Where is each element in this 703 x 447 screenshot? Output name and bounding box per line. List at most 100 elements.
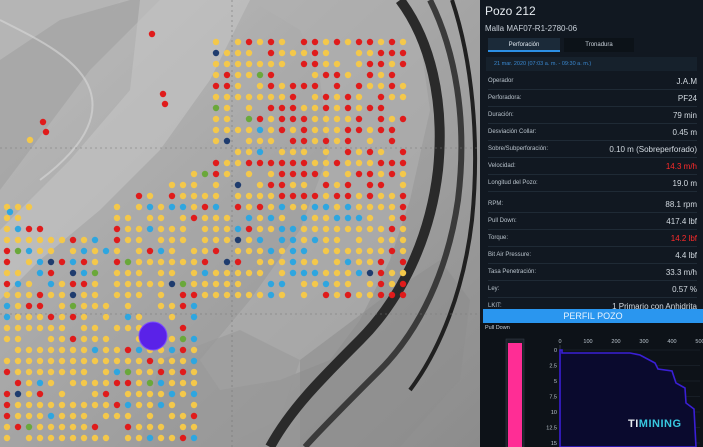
blast-hole[interactable] (311, 192, 319, 200)
blast-hole[interactable] (190, 423, 198, 431)
blast-hole[interactable] (322, 115, 330, 123)
blast-hole[interactable] (267, 181, 275, 189)
blast-hole[interactable] (135, 346, 143, 354)
blast-hole[interactable] (355, 104, 363, 112)
blast-hole[interactable] (366, 148, 374, 156)
blast-hole[interactable] (69, 247, 77, 255)
blast-hole[interactable] (399, 192, 407, 200)
blast-hole[interactable] (80, 401, 88, 409)
blast-hole[interactable] (267, 115, 275, 123)
blast-hole[interactable] (168, 192, 176, 200)
blast-hole[interactable] (278, 38, 286, 46)
blast-hole[interactable] (168, 346, 176, 354)
blast-hole[interactable] (190, 379, 198, 387)
blast-hole[interactable] (300, 269, 308, 277)
blast-hole[interactable] (399, 82, 407, 90)
blast-hole[interactable] (278, 159, 286, 167)
blast-hole[interactable] (256, 93, 264, 101)
blast-hole[interactable] (278, 170, 286, 178)
blast-hole[interactable] (190, 291, 198, 299)
blast-hole[interactable] (223, 93, 231, 101)
blast-hole[interactable] (36, 247, 44, 255)
blast-hole[interactable] (212, 82, 220, 90)
blast-hole[interactable] (344, 291, 352, 299)
blast-hole[interactable] (47, 335, 55, 343)
blast-hole[interactable] (399, 280, 407, 288)
blast-hole[interactable] (234, 225, 242, 233)
blast-hole[interactable] (245, 38, 253, 46)
blast-hole[interactable] (355, 203, 363, 211)
blast-hole[interactable] (201, 170, 209, 178)
blast-hole[interactable] (322, 126, 330, 134)
blast-hole[interactable] (179, 335, 187, 343)
blast-hole[interactable] (190, 170, 198, 178)
blast-hole[interactable] (47, 258, 55, 266)
blast-hole[interactable] (36, 379, 44, 387)
blast-hole[interactable] (157, 291, 165, 299)
blast-hole[interactable] (388, 38, 396, 46)
blast-hole[interactable] (25, 368, 33, 376)
blast-hole[interactable] (388, 93, 396, 101)
blast-hole[interactable] (58, 258, 66, 266)
blast-hole[interactable] (3, 258, 11, 266)
blast-hole[interactable] (212, 49, 220, 57)
blast-hole[interactable] (333, 60, 341, 68)
blast-hole[interactable] (377, 104, 385, 112)
blast-hole[interactable] (146, 203, 154, 211)
blast-hole[interactable] (69, 434, 77, 442)
blast-hole[interactable] (124, 269, 132, 277)
blast-hole[interactable] (58, 291, 66, 299)
blast-hole[interactable] (245, 291, 253, 299)
blast-hole[interactable] (212, 291, 220, 299)
blast-hole[interactable] (245, 247, 253, 255)
blast-hole[interactable] (377, 82, 385, 90)
blast-hole[interactable] (212, 115, 220, 123)
blast-hole[interactable] (366, 137, 374, 145)
blast-hole[interactable] (256, 60, 264, 68)
blast-hole[interactable] (322, 159, 330, 167)
blast-hole[interactable] (113, 324, 121, 332)
blast-hole[interactable] (124, 346, 132, 354)
blast-hole[interactable] (278, 181, 286, 189)
blast-hole[interactable] (344, 126, 352, 134)
blast-hole[interactable] (377, 225, 385, 233)
blast-hole[interactable] (179, 203, 187, 211)
blast-hole[interactable] (344, 203, 352, 211)
blast-hole[interactable] (135, 269, 143, 277)
blast-hole[interactable] (179, 423, 187, 431)
blast-hole[interactable] (157, 269, 165, 277)
blast-hole[interactable] (212, 38, 220, 46)
blast-hole[interactable] (322, 49, 330, 57)
blast-hole[interactable] (3, 247, 11, 255)
blast-hole[interactable] (102, 346, 110, 354)
blast-hole[interactable] (14, 346, 22, 354)
blast-hole[interactable] (113, 214, 121, 222)
blast-hole[interactable] (36, 269, 44, 277)
blast-hole[interactable] (91, 423, 99, 431)
blast-hole[interactable] (14, 291, 22, 299)
blast-hole[interactable] (289, 192, 297, 200)
blast-hole[interactable] (212, 214, 220, 222)
blast-hole[interactable] (113, 379, 121, 387)
blast-hole[interactable] (311, 126, 319, 134)
blast-hole[interactable] (201, 214, 209, 222)
blast-hole[interactable] (179, 236, 187, 244)
blast-hole[interactable] (42, 128, 50, 136)
blast-hole[interactable] (157, 247, 165, 255)
blast-hole[interactable] (168, 302, 176, 310)
blast-hole[interactable] (168, 181, 176, 189)
blast-hole[interactable] (212, 192, 220, 200)
blast-hole[interactable] (267, 225, 275, 233)
blast-hole[interactable] (344, 225, 352, 233)
blast-hole[interactable] (146, 280, 154, 288)
blast-hole[interactable] (333, 38, 341, 46)
blast-hole[interactable] (36, 291, 44, 299)
blast-pattern-map[interactable] (0, 0, 480, 447)
blast-hole[interactable] (289, 93, 297, 101)
blast-hole[interactable] (168, 280, 176, 288)
blast-hole[interactable] (333, 192, 341, 200)
blast-hole[interactable] (113, 225, 121, 233)
blast-hole[interactable] (146, 401, 154, 409)
blast-hole[interactable] (300, 225, 308, 233)
blast-hole[interactable] (190, 192, 198, 200)
